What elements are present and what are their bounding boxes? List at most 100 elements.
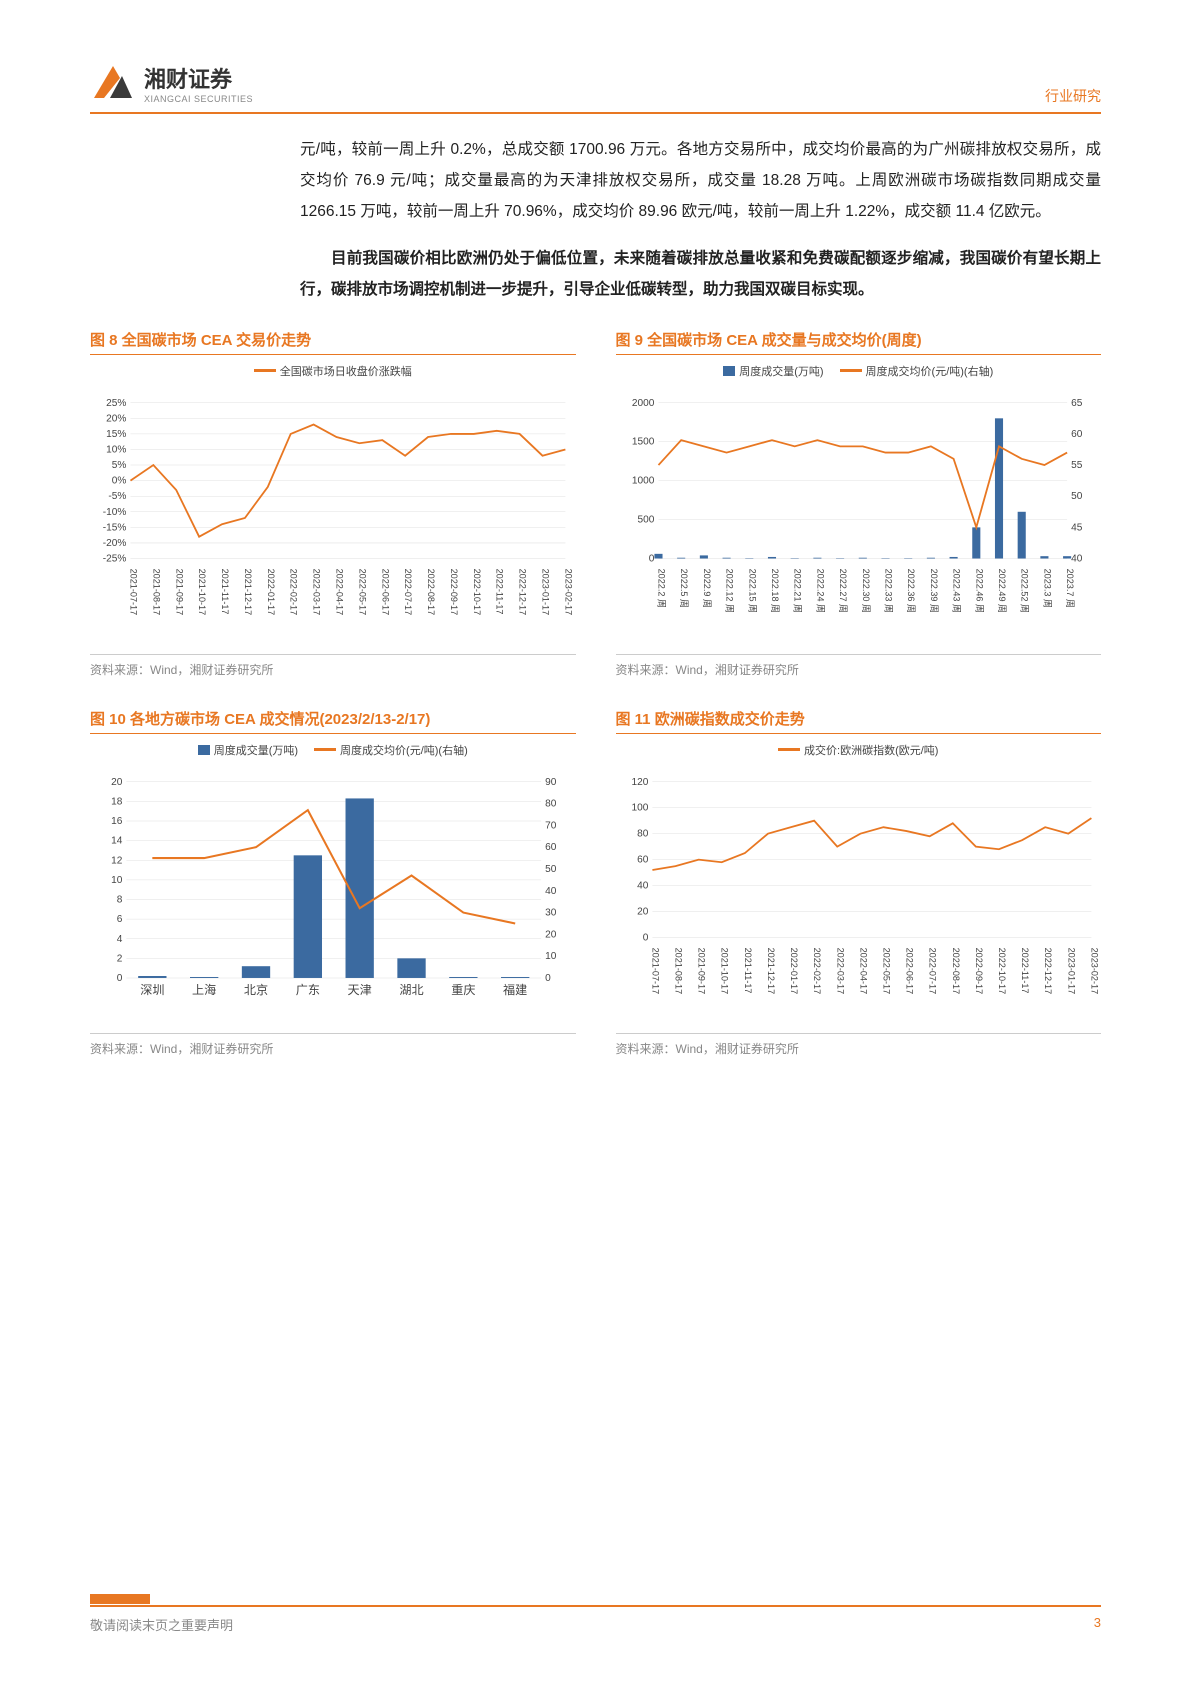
fig8-source: 资料来源：Wind，湘财证券研究所 — [90, 654, 576, 678]
svg-text:50: 50 — [545, 863, 557, 874]
page-footer: 敬请阅读末页之重要声明 3 — [90, 1605, 1101, 1634]
logo-en: XIANGCAI SECURITIES — [144, 94, 253, 104]
svg-text:2022.49 周: 2022.49 周 — [997, 568, 1007, 613]
fig10-title: 图 10 各地方碳市场 CEA 成交情况(2023/2/13-2/17) — [90, 708, 576, 734]
svg-text:2022-01-17: 2022-01-17 — [266, 568, 276, 615]
svg-text:25%: 25% — [106, 397, 126, 408]
fig8-legend: 全国碳市场日收盘价涨跌幅 — [90, 363, 576, 379]
svg-text:0: 0 — [642, 932, 648, 943]
svg-text:20: 20 — [111, 776, 123, 787]
svg-text:2023-02-17: 2023-02-17 — [1089, 947, 1099, 994]
svg-text:2022-10-17: 2022-10-17 — [472, 568, 482, 615]
svg-text:2022.15 周: 2022.15 周 — [747, 568, 757, 613]
svg-text:2021-12-17: 2021-12-17 — [243, 568, 253, 615]
svg-text:2022.2 周: 2022.2 周 — [656, 568, 666, 607]
svg-text:0%: 0% — [112, 475, 127, 486]
svg-text:2022-03-17: 2022-03-17 — [312, 568, 322, 615]
svg-text:2022-07-17: 2022-07-17 — [927, 947, 937, 994]
svg-text:2022.36 周: 2022.36 周 — [906, 568, 916, 613]
svg-text:2022-04-17: 2022-04-17 — [858, 947, 868, 994]
svg-text:2023.3 周: 2023.3 周 — [1042, 568, 1052, 607]
svg-text:湖北: 湖北 — [399, 982, 423, 997]
svg-text:60: 60 — [545, 842, 557, 853]
svg-text:2022-11-17: 2022-11-17 — [495, 568, 505, 614]
page-number: 3 — [1094, 1615, 1101, 1634]
svg-text:2022-12-17: 2022-12-17 — [1043, 947, 1053, 994]
svg-text:50: 50 — [1071, 491, 1083, 502]
svg-text:2022-05-17: 2022-05-17 — [881, 947, 891, 994]
logo-icon — [90, 60, 136, 106]
svg-text:2022-10-17: 2022-10-17 — [996, 947, 1006, 994]
svg-text:16: 16 — [111, 816, 123, 827]
svg-text:30: 30 — [545, 907, 557, 918]
svg-text:2022.52 周: 2022.52 周 — [1019, 568, 1029, 613]
svg-text:18: 18 — [111, 796, 123, 807]
svg-text:2023-02-17: 2023-02-17 — [563, 568, 573, 615]
svg-text:8: 8 — [117, 894, 123, 905]
svg-text:-15%: -15% — [103, 522, 127, 533]
svg-text:100: 100 — [631, 802, 648, 813]
svg-text:0: 0 — [545, 973, 551, 984]
fig11-block: 图 11 欧洲碳指数成交价走势 成交价:欧洲碳指数(欧元/吨) 02040608… — [616, 708, 1102, 1057]
svg-text:2021-07-17: 2021-07-17 — [128, 568, 138, 615]
svg-text:80: 80 — [637, 828, 649, 839]
fig9-title: 图 9 全国碳市场 CEA 成交量与成交均价(周度) — [616, 329, 1102, 355]
svg-text:2021-08-17: 2021-08-17 — [673, 947, 683, 994]
svg-text:1500: 1500 — [631, 436, 654, 447]
svg-text:天津: 天津 — [348, 983, 372, 997]
svg-text:2021-10-17: 2021-10-17 — [719, 947, 729, 994]
svg-text:40: 40 — [637, 880, 649, 891]
svg-text:2023.7 周: 2023.7 周 — [1065, 568, 1075, 607]
svg-text:2022.12 周: 2022.12 周 — [724, 568, 734, 613]
page: { "header": { "logo_cn": "湘财证券", "logo_e… — [0, 0, 1191, 1684]
logo-block: 湘财证券 XIANGCAI SECURITIES — [90, 60, 253, 106]
svg-text:1000: 1000 — [631, 475, 654, 486]
svg-text:55: 55 — [1071, 460, 1083, 471]
fig8-title: 图 8 全国碳市场 CEA 交易价走势 — [90, 329, 576, 355]
fig11-legend: 成交价:欧洲碳指数(欧元/吨) — [616, 742, 1102, 758]
svg-text:2: 2 — [117, 953, 123, 964]
header-category: 行业研究 — [1045, 86, 1101, 106]
body-text: 元/吨，较前一周上升 0.2%，总成交额 1700.96 万元。各地方交易所中，… — [300, 134, 1101, 305]
svg-text:10%: 10% — [106, 444, 126, 455]
svg-text:5%: 5% — [112, 460, 127, 471]
svg-text:60: 60 — [1071, 428, 1083, 439]
svg-text:2021-11-17: 2021-11-17 — [220, 568, 230, 614]
svg-text:-20%: -20% — [103, 537, 127, 548]
svg-text:2022-05-17: 2022-05-17 — [357, 568, 367, 615]
svg-text:0: 0 — [648, 553, 654, 564]
svg-text:65: 65 — [1071, 397, 1083, 408]
svg-text:2022.43 周: 2022.43 周 — [951, 568, 961, 613]
svg-text:2021-09-17: 2021-09-17 — [696, 947, 706, 994]
svg-text:40: 40 — [545, 885, 557, 896]
fig9-block: 图 9 全国碳市场 CEA 成交量与成交均价(周度) 周度成交量(万吨) 周度成… — [616, 329, 1102, 678]
fig10-legend: 周度成交量(万吨) 周度成交均价(元/吨)(右轴) — [90, 742, 576, 758]
svg-text:500: 500 — [637, 514, 654, 525]
svg-text:2022-06-17: 2022-06-17 — [904, 947, 914, 994]
svg-text:2022-04-17: 2022-04-17 — [334, 568, 344, 615]
fig8-chart: -25%-20%-15%-10%-5%0%5%10%15%20%25%2021-… — [90, 383, 576, 643]
svg-text:70: 70 — [545, 820, 557, 831]
svg-text:广东: 广东 — [296, 983, 320, 997]
svg-text:2022-08-17: 2022-08-17 — [950, 947, 960, 994]
svg-text:2022-03-17: 2022-03-17 — [835, 947, 845, 994]
footer-note: 敬请阅读末页之重要声明 — [90, 1615, 233, 1634]
svg-text:2022-02-17: 2022-02-17 — [289, 568, 299, 615]
charts-grid: 图 8 全国碳市场 CEA 交易价走势 全国碳市场日收盘价涨跌幅 -25% -20… — [90, 329, 1101, 1057]
svg-text:-5%: -5% — [108, 491, 126, 502]
svg-text:45: 45 — [1071, 522, 1083, 533]
svg-text:2022.30 周: 2022.30 周 — [860, 568, 870, 613]
page-header: 湘财证券 XIANGCAI SECURITIES 行业研究 — [90, 60, 1101, 114]
svg-text:20: 20 — [545, 929, 557, 940]
svg-text:120: 120 — [631, 776, 648, 787]
fig10-block: 图 10 各地方碳市场 CEA 成交情况(2023/2/13-2/17) 周度成… — [90, 708, 576, 1057]
svg-text:90: 90 — [545, 776, 557, 787]
fig11-title: 图 11 欧洲碳指数成交价走势 — [616, 708, 1102, 734]
footer-accent-bar — [90, 1594, 150, 1604]
svg-text:2022.18 周: 2022.18 周 — [769, 568, 779, 613]
fig9-legend: 周度成交量(万吨) 周度成交均价(元/吨)(右轴) — [616, 363, 1102, 379]
svg-text:10: 10 — [111, 874, 123, 885]
svg-text:上海: 上海 — [192, 982, 216, 997]
svg-text:重庆: 重庆 — [451, 983, 475, 997]
svg-text:-25%: -25% — [103, 553, 127, 564]
